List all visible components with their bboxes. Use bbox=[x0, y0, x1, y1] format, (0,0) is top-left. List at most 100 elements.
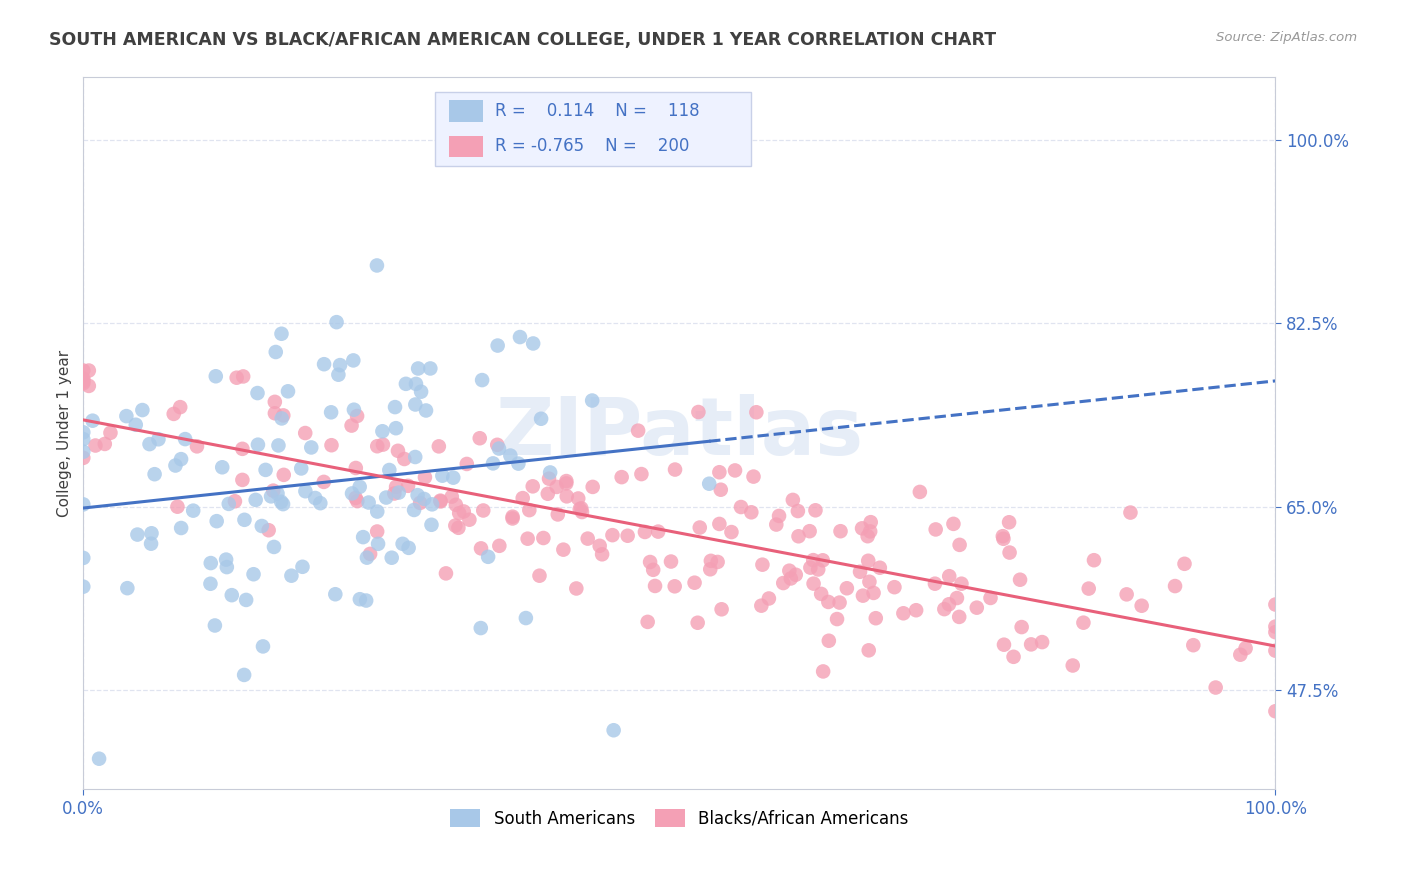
Point bbox=[515, 611, 537, 625]
Point bbox=[321, 438, 343, 452]
Point bbox=[724, 463, 747, 477]
Point bbox=[538, 466, 561, 480]
Point bbox=[271, 409, 294, 423]
Point bbox=[323, 587, 346, 601]
Point bbox=[394, 452, 416, 467]
Point bbox=[349, 592, 371, 607]
Point bbox=[1205, 681, 1227, 695]
Point bbox=[949, 538, 972, 552]
FancyBboxPatch shape bbox=[434, 92, 751, 167]
Point bbox=[204, 618, 226, 632]
Point bbox=[993, 638, 1015, 652]
Point bbox=[200, 576, 222, 591]
Point bbox=[851, 521, 873, 535]
Point bbox=[409, 384, 432, 399]
Point bbox=[709, 465, 731, 479]
Point bbox=[688, 405, 710, 419]
Point bbox=[391, 537, 413, 551]
Point bbox=[803, 576, 825, 591]
Point bbox=[883, 580, 905, 594]
Text: R = -0.765    N =    200: R = -0.765 N = 200 bbox=[495, 137, 689, 155]
Point bbox=[1182, 638, 1205, 652]
Point bbox=[218, 497, 240, 511]
Point bbox=[233, 668, 256, 682]
Point bbox=[260, 489, 283, 503]
Point bbox=[934, 602, 956, 616]
Point bbox=[522, 336, 544, 351]
Point bbox=[340, 486, 363, 500]
Point bbox=[211, 460, 233, 475]
Point bbox=[859, 515, 882, 529]
Point bbox=[456, 457, 478, 471]
Point bbox=[340, 418, 363, 433]
Point bbox=[1083, 553, 1105, 567]
Point bbox=[115, 409, 138, 423]
Point bbox=[427, 439, 450, 453]
Point bbox=[309, 496, 332, 510]
Point bbox=[1119, 506, 1142, 520]
Point bbox=[659, 555, 682, 569]
Point bbox=[862, 586, 884, 600]
Point bbox=[381, 550, 404, 565]
Point bbox=[270, 411, 292, 425]
Point bbox=[1115, 587, 1137, 601]
Point bbox=[413, 491, 436, 506]
Point bbox=[634, 524, 657, 539]
Point bbox=[252, 640, 274, 654]
Point bbox=[710, 483, 733, 497]
Point bbox=[859, 524, 882, 539]
Point bbox=[204, 369, 226, 384]
Point bbox=[991, 529, 1014, 543]
Point bbox=[366, 524, 388, 539]
Point bbox=[141, 526, 163, 541]
Point bbox=[409, 496, 432, 510]
Point bbox=[294, 425, 316, 440]
Point bbox=[830, 524, 852, 539]
Point bbox=[77, 363, 100, 377]
Point bbox=[502, 509, 524, 524]
Point bbox=[810, 587, 832, 601]
Point bbox=[294, 484, 316, 499]
Point bbox=[555, 489, 578, 503]
Point bbox=[979, 591, 1001, 605]
Point bbox=[432, 468, 454, 483]
Point bbox=[720, 524, 742, 539]
Point bbox=[610, 470, 633, 484]
Point bbox=[406, 361, 429, 376]
Point bbox=[709, 516, 731, 531]
Point bbox=[72, 363, 94, 377]
Point bbox=[328, 368, 350, 382]
Point bbox=[537, 487, 560, 501]
Point bbox=[576, 532, 599, 546]
Point bbox=[664, 462, 686, 476]
Point bbox=[710, 602, 733, 616]
Point bbox=[267, 438, 290, 452]
Point bbox=[1130, 599, 1153, 613]
Point bbox=[697, 476, 720, 491]
Point bbox=[404, 397, 426, 411]
Point bbox=[749, 599, 772, 613]
Point bbox=[246, 438, 269, 452]
Point bbox=[555, 474, 578, 488]
Point bbox=[371, 424, 394, 438]
Point bbox=[215, 560, 238, 574]
Point bbox=[468, 431, 491, 445]
Point bbox=[419, 361, 441, 376]
Point bbox=[470, 621, 492, 635]
Point bbox=[266, 486, 288, 500]
Point bbox=[482, 456, 505, 470]
Point bbox=[72, 372, 94, 386]
Point bbox=[290, 461, 312, 475]
Point bbox=[740, 505, 762, 519]
Point bbox=[343, 402, 366, 417]
Point bbox=[938, 597, 960, 611]
Point bbox=[125, 417, 148, 432]
Point bbox=[82, 414, 104, 428]
Point bbox=[366, 504, 388, 518]
Point bbox=[924, 523, 946, 537]
Point bbox=[72, 497, 94, 511]
Point bbox=[1264, 598, 1286, 612]
Point bbox=[1019, 637, 1042, 651]
Point bbox=[856, 529, 879, 543]
Point bbox=[299, 441, 322, 455]
